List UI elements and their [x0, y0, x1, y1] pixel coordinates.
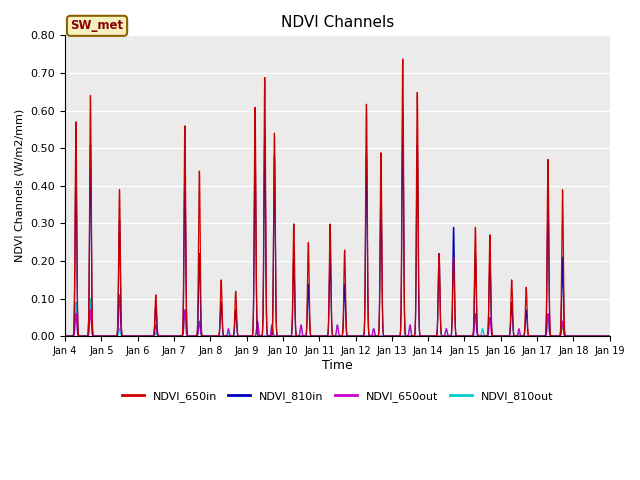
NDVI_810in [270, 189, 278, 195]
NDVI_810out [86, 296, 94, 301]
NDVI_650out [61, 333, 69, 339]
NDVI_810in [606, 333, 614, 339]
NDVI_650out [124, 333, 131, 339]
NDVI_810in [589, 333, 597, 339]
NDVI_810in [124, 333, 131, 339]
NDVI_810out [270, 333, 278, 339]
NDVI_650out [589, 333, 597, 339]
NDVI_810out [156, 333, 163, 339]
NDVI_650in [596, 333, 604, 339]
NDVI_650in [270, 171, 278, 177]
NDVI_650in [606, 333, 614, 339]
NDVI_810in [537, 333, 545, 339]
NDVI_810out [294, 333, 301, 339]
NDVI_650in [399, 56, 406, 62]
NDVI_650in [294, 333, 301, 339]
NDVI_810in [596, 333, 604, 339]
Legend: NDVI_650in, NDVI_810in, NDVI_650out, NDVI_810out: NDVI_650in, NDVI_810in, NDVI_650out, NDV… [117, 387, 557, 407]
NDVI_650out [606, 333, 614, 339]
NDVI_650in [156, 333, 163, 339]
NDVI_650out [270, 333, 278, 339]
NDVI_650in [537, 333, 545, 339]
NDVI_650out [156, 333, 163, 339]
NDVI_650in [589, 333, 597, 339]
NDVI_810in [156, 333, 163, 339]
NDVI_810out [124, 333, 131, 339]
Text: SW_met: SW_met [70, 19, 124, 32]
NDVI_810out [61, 333, 69, 339]
NDVI_650out [116, 292, 124, 298]
Line: NDVI_650out: NDVI_650out [65, 295, 610, 336]
NDVI_650out [537, 333, 545, 339]
NDVI_810out [606, 333, 614, 339]
Line: NDVI_650in: NDVI_650in [65, 59, 610, 336]
NDVI_810in [399, 112, 406, 118]
NDVI_810out [589, 333, 597, 339]
NDVI_810in [294, 333, 301, 339]
NDVI_650out [294, 333, 301, 339]
NDVI_810in [61, 333, 69, 339]
Title: NDVI Channels: NDVI Channels [281, 15, 394, 30]
NDVI_650out [596, 333, 604, 339]
X-axis label: Time: Time [322, 359, 353, 372]
NDVI_810out [596, 333, 604, 339]
NDVI_650in [61, 333, 69, 339]
NDVI_810out [537, 333, 545, 339]
Line: NDVI_810in: NDVI_810in [65, 115, 610, 336]
Line: NDVI_810out: NDVI_810out [65, 299, 610, 336]
NDVI_650in [124, 333, 131, 339]
Y-axis label: NDVI Channels (W/m2/mm): NDVI Channels (W/m2/mm) [15, 109, 25, 263]
